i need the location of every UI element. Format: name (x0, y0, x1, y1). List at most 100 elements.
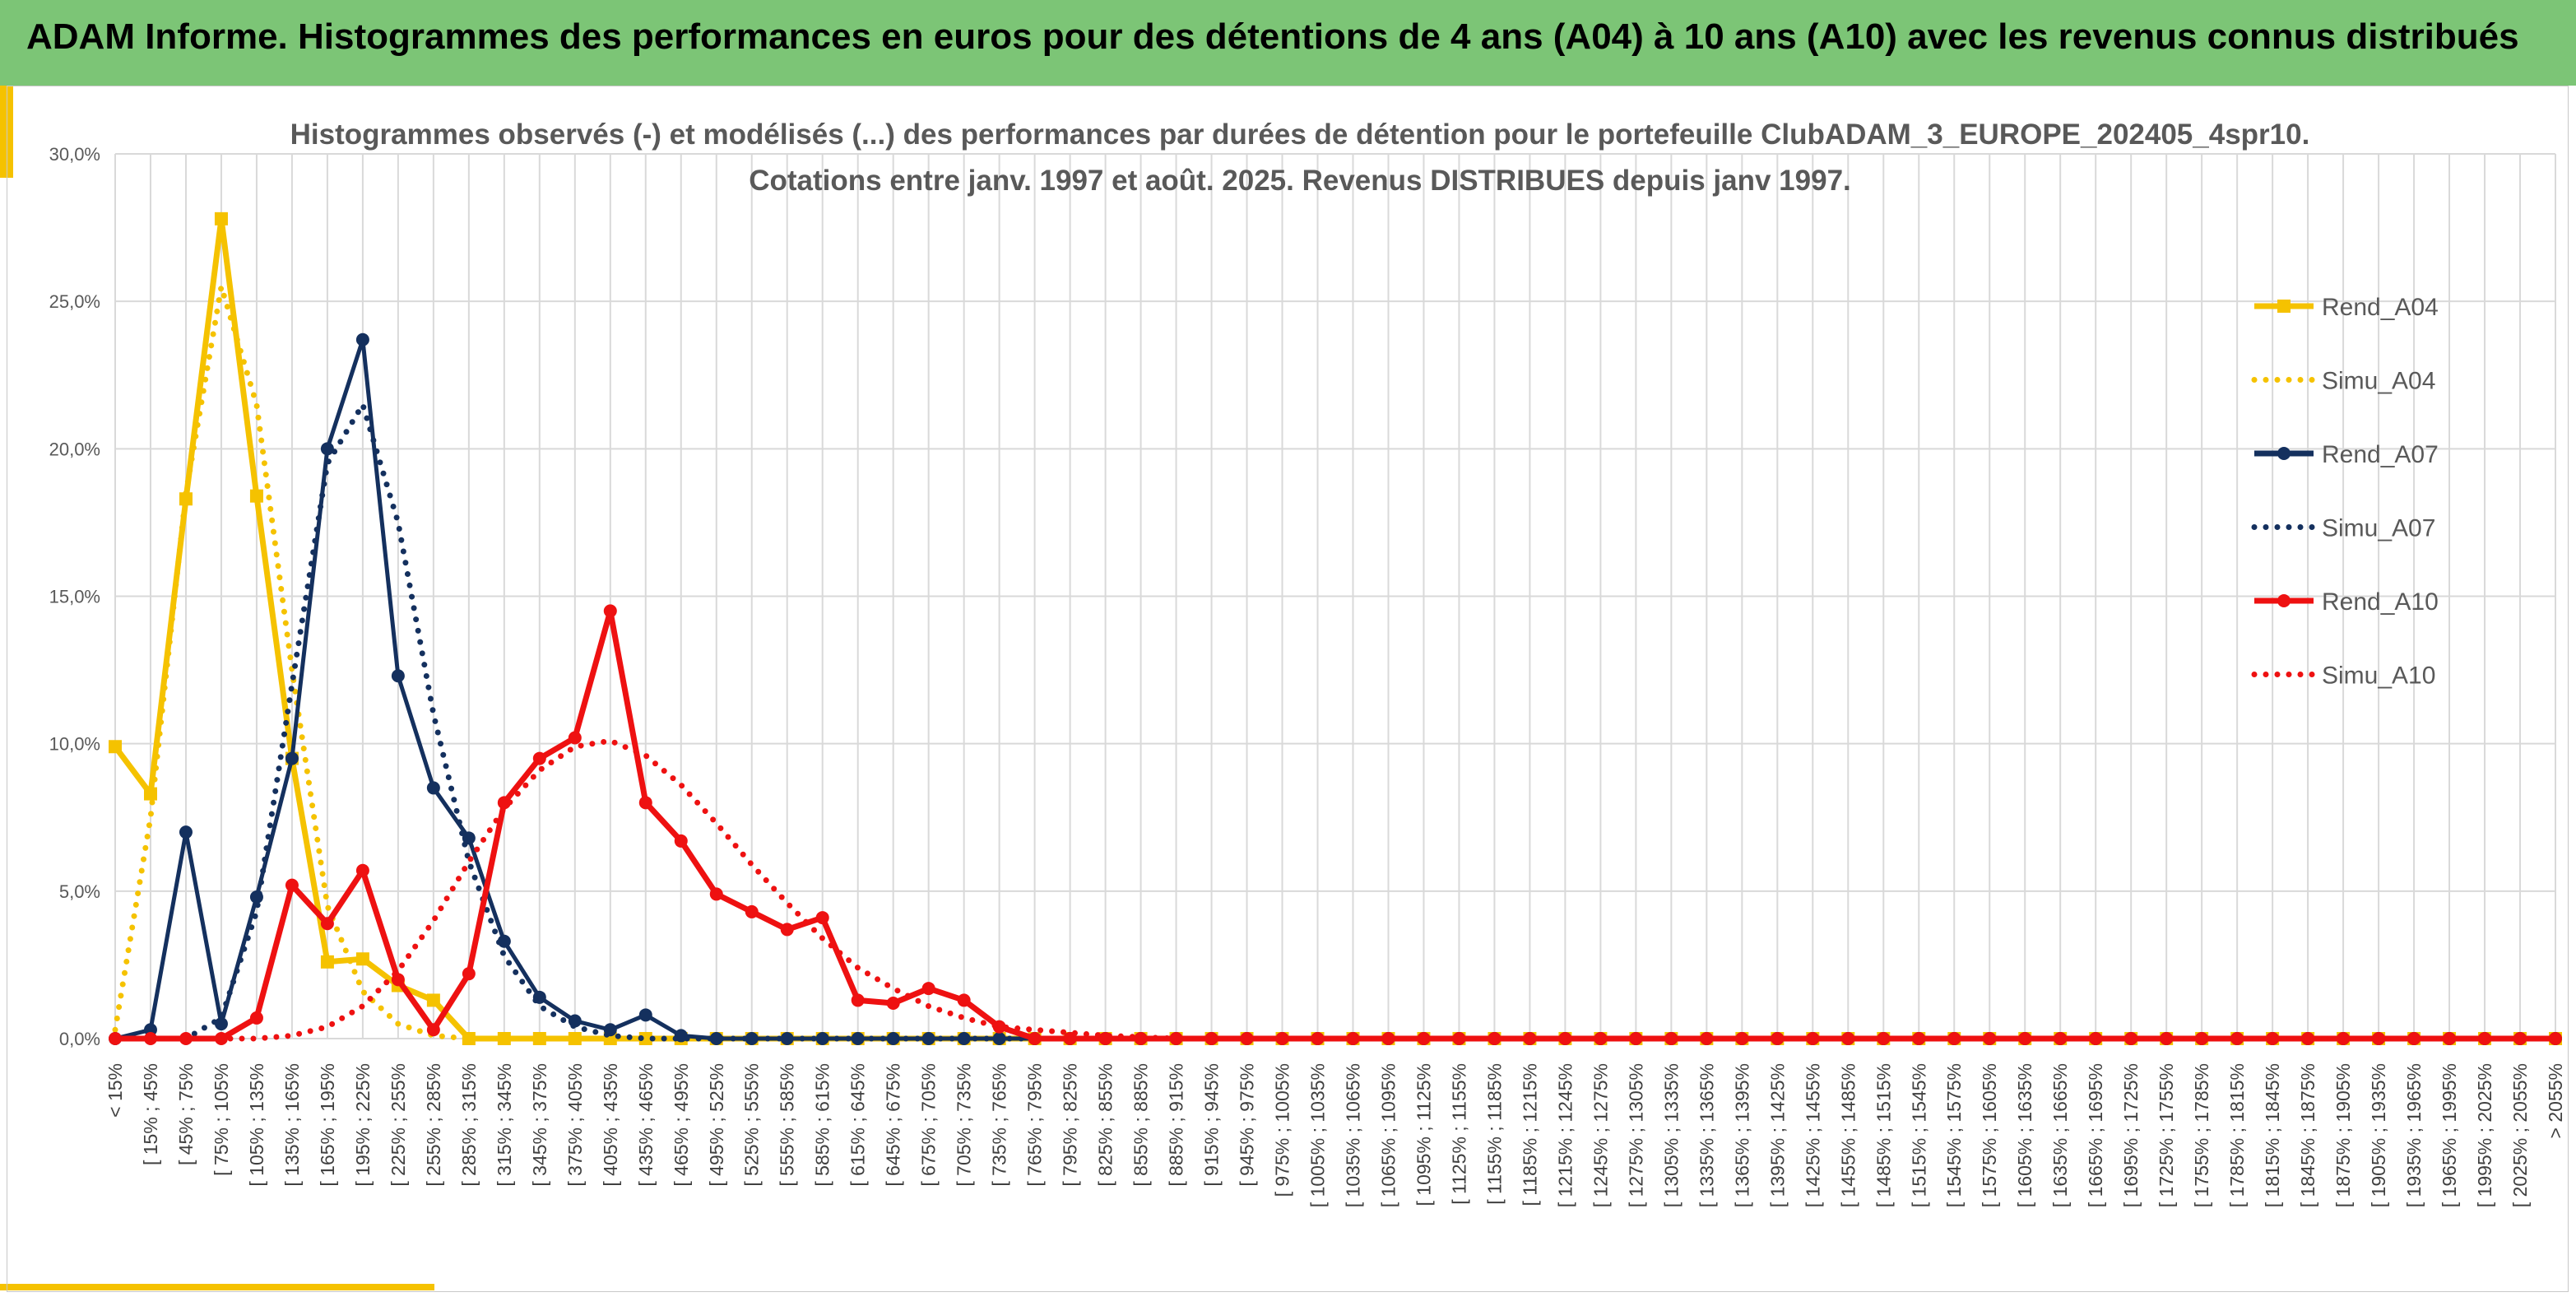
data-point-rend-a10 (886, 997, 900, 1010)
y-tick-label: 25,0% (49, 291, 100, 312)
x-tick-label: [ 825% ; 855% (1095, 1063, 1116, 1187)
x-tick-label: [ 1095% ; 1125% (1413, 1063, 1434, 1206)
x-tick-label: [ 285% ; 315% (458, 1063, 480, 1187)
x-tick-label: [ 45% ; 75% (175, 1063, 197, 1165)
data-point-rend-a04 (532, 1032, 546, 1045)
data-point-rend-a04 (249, 489, 263, 503)
x-tick-label: [ 255% ; 285% (423, 1063, 444, 1187)
legend-label-simu-a07: Simu_A07 (2322, 515, 2435, 542)
accent-bar-bottom (0, 1284, 434, 1290)
x-tick-label: [ 1335% ; 1365% (1696, 1063, 1717, 1207)
x-tick-label: [ 1425% ; 1455% (1802, 1063, 1823, 1207)
x-tick-label: [ 1035% ; 1065% (1342, 1063, 1363, 1207)
data-point-rend-a10 (1947, 1032, 1961, 1045)
x-tick-label: [ 1065% ; 1095% (1377, 1063, 1399, 1207)
series-line-rend-a10 (115, 607, 2555, 1042)
data-point-rend-a10 (957, 993, 971, 1007)
x-tick-label: [ 915% ; 945% (1201, 1063, 1223, 1187)
data-point-rend-a10 (2124, 1032, 2138, 1045)
x-tick-label: [ 585% ; 615% (812, 1063, 833, 1187)
chart-title-line-2: Cotations entre janv. 1997 et août. 2025… (749, 165, 1851, 197)
x-tick-label: [ 1875% ; 1905% (2332, 1063, 2354, 1207)
series-line-simu-a07 (112, 402, 2559, 1042)
x-tick-label: [ 1185% ; 1215% (1519, 1063, 1540, 1206)
data-point-rend-a10 (320, 917, 334, 931)
x-tick-label: [ 1515% ; 1545% (1908, 1063, 1929, 1207)
y-tick-label: 20,0% (49, 439, 100, 459)
x-tick-label: [ 1905% ; 1935% (2368, 1063, 2389, 1207)
legend-label-rend-a07: Rend_A07 (2322, 441, 2439, 468)
x-tick-label: [ 735% ; 765% (989, 1063, 1010, 1187)
x-tick-label: [ 1545% ; 1575% (1943, 1063, 1965, 1207)
legend-label-simu-a10: Simu_A10 (2322, 662, 2435, 690)
data-point-rend-a10 (2407, 1032, 2421, 1045)
header-bar: ADAM Informe. Histogrammes des performan… (0, 0, 2576, 86)
data-point-rend-a10 (285, 878, 299, 892)
x-tick-label: [ 195% ; 225% (352, 1063, 374, 1187)
x-tick-label: [ 1395% ; 1425% (1766, 1063, 1788, 1207)
data-point-rend-a10 (2018, 1032, 2032, 1045)
data-point-rend-a07 (709, 1032, 723, 1045)
data-point-rend-a10 (1983, 1032, 1997, 1045)
data-point-rend-a10 (497, 796, 511, 810)
chart-title: Histogrammes observés (-) et modélisés (… (290, 119, 2310, 197)
data-point-rend-a10 (921, 982, 935, 996)
x-tick-label: [ 1215% ; 1245% (1554, 1063, 1576, 1207)
x-tick-label: [ 465% ; 495% (671, 1063, 692, 1187)
chart-frame (7, 86, 2569, 1292)
data-point-rend-a07 (780, 1032, 794, 1045)
x-tick-label: [ 705% ; 735% (954, 1063, 975, 1187)
data-point-rend-a10 (355, 863, 369, 877)
x-tick-label: [ 2025% ; 2055% (2509, 1063, 2531, 1207)
x-tick-label: [ 1005% ; 1035% (1307, 1063, 1329, 1207)
y-tick-label: 5,0% (59, 881, 100, 902)
data-point-rend-a04 (179, 492, 193, 506)
data-point-rend-a10 (426, 1023, 440, 1037)
legend-label-simu-a04: Simu_A04 (2322, 368, 2435, 395)
data-point-rend-a10 (1028, 1032, 1042, 1045)
x-tick-label: [ 555% ; 585% (777, 1063, 798, 1187)
x-tick-label: > 2055% (2545, 1063, 2566, 1138)
x-tick-label: [ 1695% ; 1725% (2120, 1063, 2142, 1207)
x-tick-label: [ 75% ; 105% (211, 1063, 232, 1176)
legend-marker-rend-a10 (2277, 594, 2291, 607)
data-point-rend-a10 (2054, 1032, 2068, 1045)
data-point-rend-a04 (462, 1032, 476, 1045)
data-point-rend-a10 (1417, 1032, 1431, 1045)
x-tick-label: [ 1125% ; 1155% (1448, 1063, 1469, 1205)
x-tick-label: [ 1725% ; 1755% (2156, 1063, 2177, 1207)
x-tick-label: [ 855% ; 885% (1130, 1063, 1152, 1187)
x-tick-label: [ 375% ; 405% (564, 1063, 586, 1187)
x-tick-label: [ 795% ; 825% (1060, 1063, 1081, 1187)
y-tick-label: 0,0% (59, 1029, 100, 1049)
x-tick-label: [ 1845% ; 1875% (2297, 1063, 2318, 1207)
data-point-rend-a04 (320, 955, 334, 969)
data-point-rend-a07 (214, 1017, 228, 1031)
x-tick-label: [ 1785% ; 1815% (2226, 1063, 2248, 1207)
x-tick-label: [ 1965% ; 1995% (2439, 1063, 2460, 1207)
x-tick-label: [ 165% ; 195% (317, 1063, 338, 1187)
x-tick-label: [ 345% ; 375% (529, 1063, 550, 1187)
data-point-rend-a04 (109, 740, 122, 754)
series-line-simu-a10 (112, 737, 2559, 1042)
series-line-rend-a07 (114, 337, 2555, 1041)
data-point-rend-a04 (568, 1032, 582, 1045)
x-tick-label: [ 135% ; 165% (281, 1063, 303, 1187)
data-point-rend-a10 (1594, 1032, 1608, 1045)
x-tick-label: [ 1935% ; 1965% (2403, 1063, 2425, 1207)
x-tick-label: [ 1755% ; 1785% (2191, 1063, 2212, 1207)
x-tick-label: [ 1485% ; 1515% (1873, 1063, 1894, 1207)
data-point-rend-a10 (1523, 1032, 1537, 1045)
legend-label-rend-a10: Rend_A10 (2322, 588, 2439, 616)
data-point-rend-a10 (638, 796, 652, 810)
data-point-rend-a10 (2089, 1032, 2103, 1045)
x-tick-label: [ 525% ; 555% (741, 1063, 763, 1187)
data-point-rend-a10 (745, 904, 759, 918)
data-point-rend-a10 (1452, 1032, 1466, 1045)
chart-series (109, 212, 2562, 1045)
x-tick-label: [ 1635% ; 1665% (2049, 1063, 2071, 1207)
data-point-rend-a04 (426, 993, 440, 1007)
chart-grid (114, 153, 2556, 1039)
y-tick-label: 10,0% (49, 734, 100, 755)
